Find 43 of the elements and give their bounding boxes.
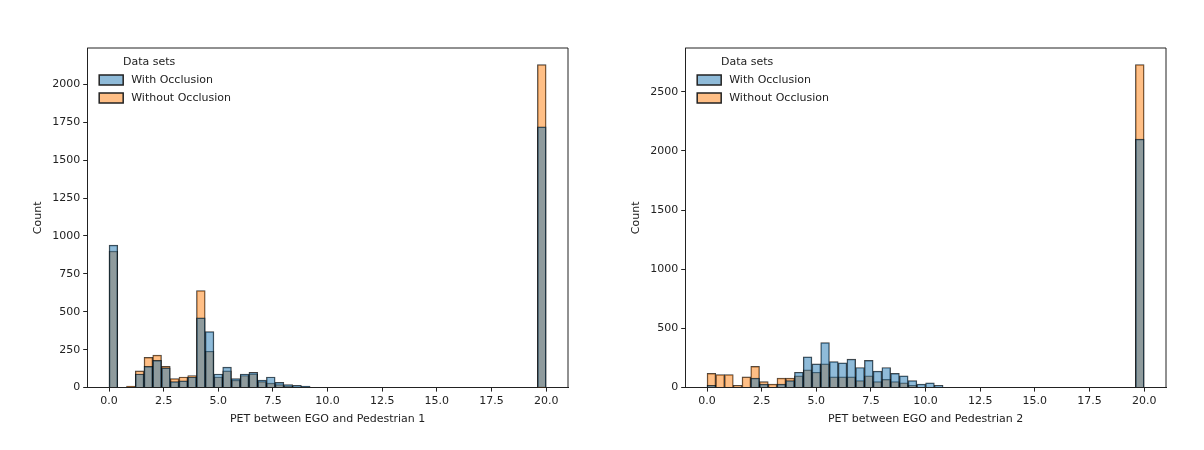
y-tick-label: 0 [671,380,679,394]
x-tick-label: 15.0 [424,394,450,408]
legend-label: With Occlusion [131,72,213,86]
y-tick-label: 1750 [52,115,81,129]
y-tick-label: 2000 [650,143,679,157]
x-tick-label: 0.0 [698,394,716,408]
x-tick-label: 10.0 [913,394,938,408]
x-tick-label: 12.5 [369,394,395,408]
x-tick-label: 7.5 [862,394,880,408]
y-axis-title: Count [629,200,643,235]
x-axis-title: PET between EGO and Pedestrian 1 [229,412,426,426]
x-tick-label: 0.0 [100,394,118,408]
y-tick-label: 250 [59,342,81,356]
x-axis-title: PET between EGO and Pedestrian 2 [827,412,1024,426]
x-tick-label: 5.0 [807,394,826,408]
legend-label: Without Occlusion [131,90,231,104]
x-tick-label: 2.5 [752,394,771,408]
y-tick-label: 1000 [52,228,81,242]
x-tick-label: 17.5 [1077,394,1102,408]
y-axis-title: Count [31,200,45,235]
x-tick-label: 7.5 [264,394,282,408]
y-tick-label: 1500 [52,153,81,167]
y-tick-label: 1000 [650,262,679,276]
y-tick-label: 2500 [650,84,679,98]
legend-label: With Occlusion [729,72,811,86]
x-tick-label: 17.5 [479,394,504,408]
x-tick-label: 15.0 [1022,394,1048,408]
y-tick-label: 500 [59,304,81,318]
y-tick-label: 1500 [650,202,679,216]
y-tick-label: 1250 [52,190,81,204]
legend-title: Data sets [720,54,774,68]
legend-label: Without Occlusion [729,90,829,104]
x-tick-label: 12.5 [967,394,993,408]
legend-title: Data sets [122,54,176,68]
x-tick-label: 20.0 [1131,394,1157,408]
y-tick-label: 2000 [52,77,81,91]
y-tick-label: 750 [59,266,81,280]
x-tick-label: 2.5 [154,394,173,408]
x-tick-label: 20.0 [533,394,559,408]
x-tick-label: 10.0 [315,394,340,408]
y-tick-label: 0 [73,380,81,394]
y-tick-label: 500 [657,321,679,335]
x-tick-label: 5.0 [209,394,228,408]
